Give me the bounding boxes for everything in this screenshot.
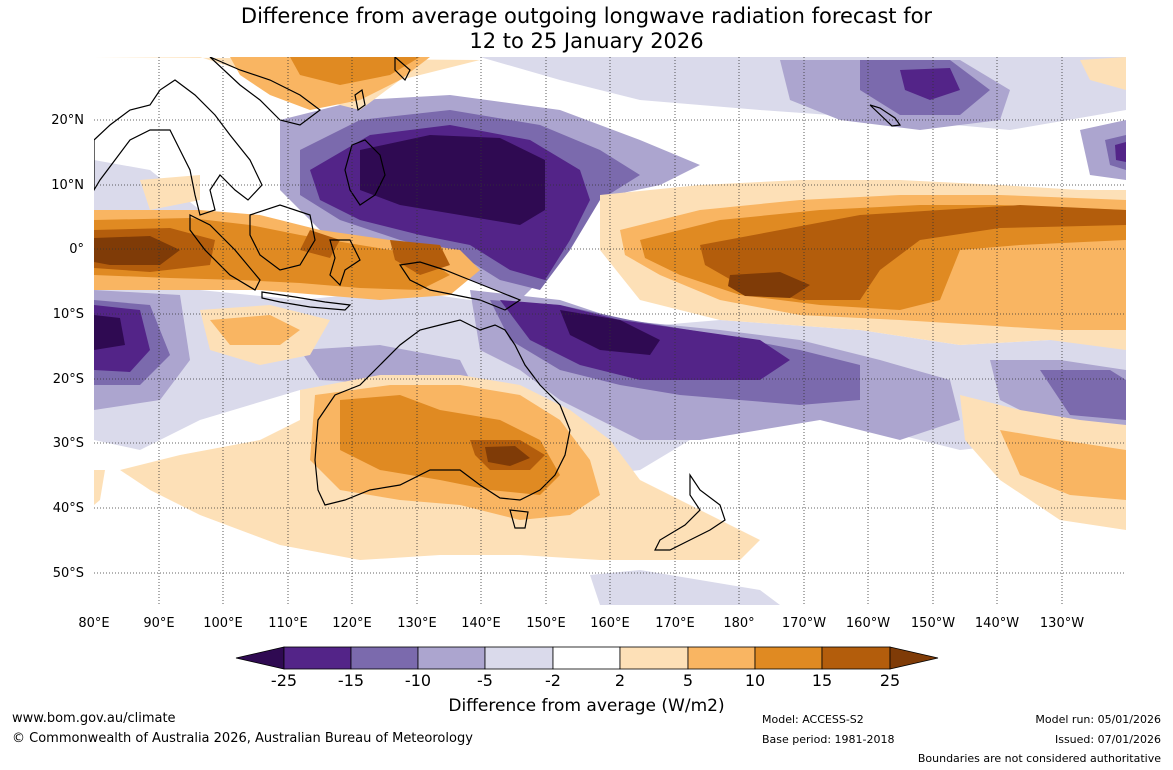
lon-label: 100°E [203, 616, 243, 631]
title-line-2: 12 to 25 January 2026 [469, 29, 704, 53]
lat-label: 0° [69, 242, 84, 257]
anomaly-field [94, 57, 1126, 605]
lat-label: 30°S [53, 436, 84, 451]
lon-label: 160°E [590, 616, 630, 631]
disclaimer-text: Boundaries are not considered authoritat… [917, 752, 1161, 765]
lon-label: 120°E [332, 616, 372, 631]
lon-label: 90°E [143, 616, 174, 631]
anomaly-band-gt-25 [94, 236, 810, 466]
lon-label: 130°W [1040, 616, 1084, 631]
colorbar-gt-25 [889, 646, 939, 670]
lat-label: 20°N [51, 113, 84, 128]
sumatra-coastline [189, 214, 261, 291]
colorbar-title: Difference from average (W/m2) [448, 696, 725, 716]
colorbar-tick-label: -10 [405, 671, 431, 690]
colorbar-m2-2 [552, 646, 621, 670]
lon-label: 130°E [397, 616, 437, 631]
lon-label: 180° [723, 616, 754, 631]
colorbar-tick-label: 2 [615, 671, 625, 690]
colorbar-tick-labels: -25 -15 -10 -5 -2 2 5 10 15 25 [271, 671, 900, 690]
latitude-labels: 20°N 10°N 0° 10°S 20°S 30°S 40°S 50°S [51, 113, 84, 581]
model-run-text: Model run: 05/01/2026 [1035, 713, 1161, 726]
longitude-labels: 80°E 90°E 100°E 110°E 120°E 130°E 140°E … [78, 616, 1084, 631]
copyright-text: © Commonwealth of Australia 2026, Austra… [12, 731, 473, 746]
lon-label: 170°W [782, 616, 826, 631]
colorbar-p15-25 [821, 646, 891, 670]
asia-coastline [94, 79, 263, 216]
colorbar-tick-label: -5 [477, 671, 493, 690]
lon-label: 160°W [846, 616, 890, 631]
colorbar-tick-label: 10 [745, 671, 765, 690]
lat-label: 40°S [53, 501, 84, 516]
colorbar-tick-label: 15 [812, 671, 832, 690]
anomaly-band-lt-m25 [94, 135, 660, 355]
lon-label: 150°W [911, 616, 955, 631]
coastlines [94, 57, 902, 551]
lon-label: 110°E [268, 616, 308, 631]
lon-label: 140°E [461, 616, 501, 631]
graticule [94, 57, 1126, 605]
lon-label: 170°E [655, 616, 695, 631]
lat-label: 50°S [53, 566, 84, 581]
colorbar-tick-label: -25 [271, 671, 297, 690]
colorbar-m10-m5 [417, 646, 486, 670]
lon-label: 140°W [975, 616, 1019, 631]
lat-label: 10°S [53, 307, 84, 322]
new-guinea-coastline [398, 261, 522, 311]
colorbar [235, 646, 939, 670]
colorbar-p10-15 [754, 646, 823, 670]
colorbar-m5-m2 [484, 646, 554, 670]
java-coastline [261, 291, 352, 311]
lon-label: 80°E [78, 616, 109, 631]
borneo-coastline [249, 204, 316, 271]
colorbar-p2-5 [619, 646, 689, 670]
philippines-coastline [344, 139, 386, 206]
colorbar-m15-m10 [350, 646, 419, 670]
base-period-text: Base period: 1981-2018 [762, 733, 895, 746]
colorbar-p5-10 [687, 646, 756, 670]
model-text: Model: ACCESS-S2 [762, 713, 864, 726]
lat-label: 20°S [53, 372, 84, 387]
website-link[interactable]: www.bom.gov.au/climate [12, 711, 176, 726]
new-zealand-coastline [654, 473, 726, 551]
colorbar-tick-label: 25 [880, 671, 900, 690]
issued-text: Issued: 07/01/2026 [1054, 733, 1161, 746]
colorbar-lt-m25 [235, 646, 285, 670]
map-title: Difference from average outgoing longwav… [0, 4, 1173, 54]
title-line-1: Difference from average outgoing longwav… [240, 4, 933, 28]
lon-label: 150°E [526, 616, 566, 631]
australia-coastline [314, 319, 571, 506]
colorbar-tick-label: -15 [338, 671, 364, 690]
tasmania-coastline [509, 509, 529, 529]
colorbar-m25-m15 [283, 646, 352, 670]
colorbar-tick-label: -2 [545, 671, 561, 690]
colorbar-tick-label: 5 [683, 671, 693, 690]
lat-label: 10°N [51, 178, 84, 193]
